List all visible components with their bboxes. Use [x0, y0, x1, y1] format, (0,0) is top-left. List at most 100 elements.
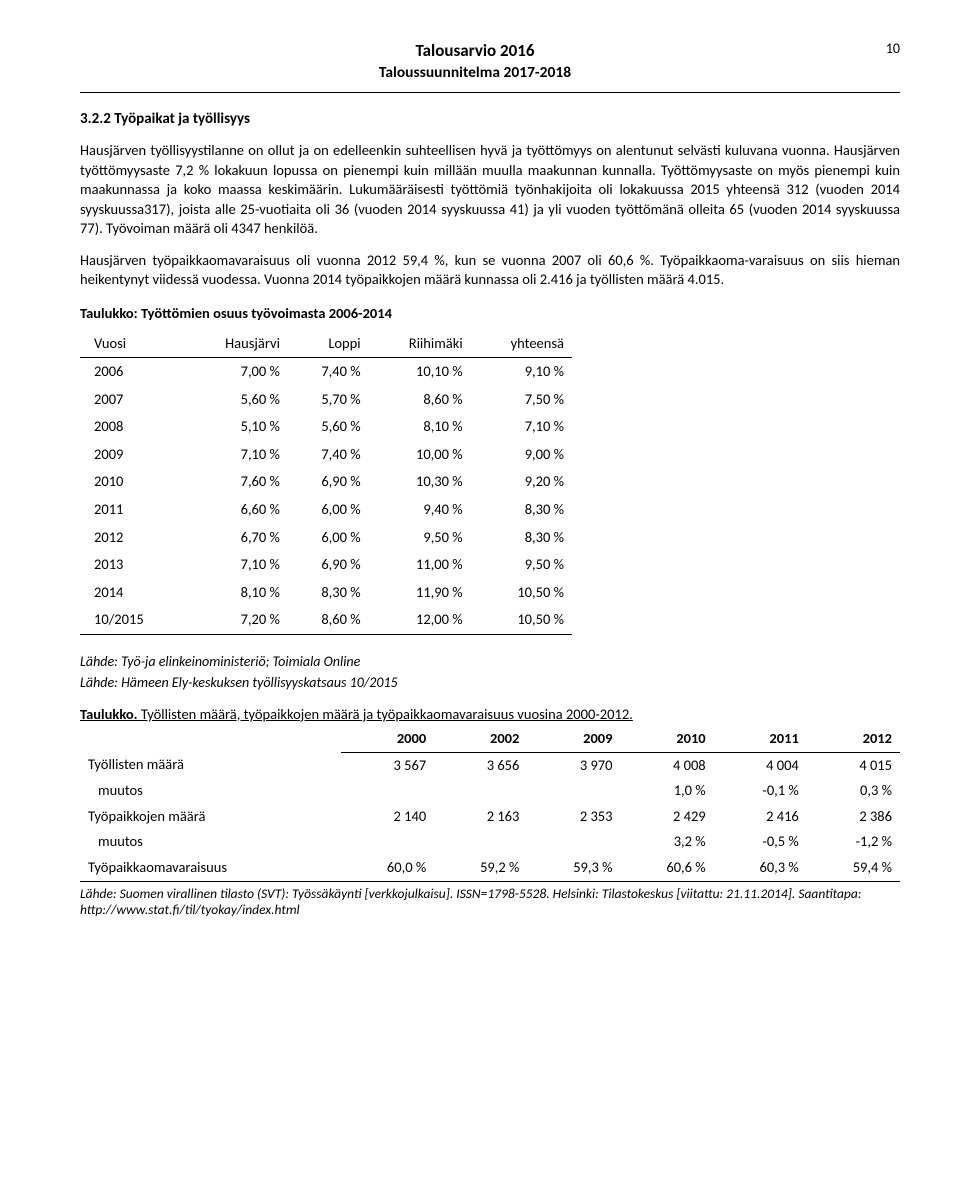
table-cell: 2014 [80, 579, 185, 607]
table-cell: 3 567 [341, 752, 434, 778]
table-cell: 9,10 % [471, 358, 572, 386]
table-cell: 9,00 % [471, 441, 572, 469]
col-2011: 2011 [714, 726, 807, 752]
col-2002: 2002 [434, 726, 527, 752]
table-cell: 5,10 % [185, 413, 288, 441]
table-cell [527, 778, 620, 804]
table-cell: 6,70 % [185, 524, 288, 552]
table-row: Työpaikkaomavaraisuus60,0 %59,2 %59,3 %6… [80, 855, 900, 881]
table-row: 20116,60 %6,00 %9,40 %8,30 % [80, 496, 572, 524]
table-row: 20075,60 %5,70 %8,60 %7,50 % [80, 386, 572, 414]
table-header-row: Vuosi Hausjärvi Loppi Riihimäki yhteensä [80, 330, 572, 358]
table-cell: 10,30 % [369, 468, 471, 496]
table-row: Työpaikkojen määrä2 1402 1632 3532 4292 … [80, 804, 900, 830]
paragraph-2: Hausjärven työpaikkaomavaraisuus oli vuo… [80, 251, 900, 290]
table-cell: 6,90 % [288, 551, 369, 579]
paragraph-1: Hausjärven työllisyystilanne on ollut ja… [80, 141, 900, 239]
table-cell: 2 140 [341, 804, 434, 830]
table-cell: 60,3 % [714, 855, 807, 881]
table-cell: 7,00 % [185, 358, 288, 386]
table-cell: 10,10 % [369, 358, 471, 386]
table1-source-1: Lähde: Työ-ja elinkeinoministeriö; Toimi… [80, 653, 900, 672]
table-cell: 2012 [80, 524, 185, 552]
table-cell: 6,00 % [288, 524, 369, 552]
table-cell [434, 829, 527, 855]
table-cell: 2 429 [621, 804, 714, 830]
table-cell: 59,2 % [434, 855, 527, 881]
header-subtitle: Taloussuunnitelma 2017-2018 [80, 63, 870, 84]
table-cell: 2 416 [714, 804, 807, 830]
table-cell: 60,0 % [341, 855, 434, 881]
table-cell: 11,00 % [369, 551, 471, 579]
col-2012: 2012 [807, 726, 900, 752]
table1-source-2: Lähde: Hämeen Ely-keskuksen työllisyyska… [80, 674, 900, 693]
table-cell: 11,90 % [369, 579, 471, 607]
table-cell: 5,60 % [288, 413, 369, 441]
table-row: 20085,10 %5,60 %8,10 %7,10 % [80, 413, 572, 441]
table-cell: 2013 [80, 551, 185, 579]
table-cell: 2010 [80, 468, 185, 496]
table-cell: 2006 [80, 358, 185, 386]
table2-footnote: Lähde: Suomen virallinen tilasto (SVT): … [80, 886, 900, 920]
table-cell: 8,30 % [471, 496, 572, 524]
col-2010: 2010 [621, 726, 714, 752]
table-row: 20137,10 %6,90 %11,00 %9,50 % [80, 551, 572, 579]
table-cell: 10,50 % [471, 606, 572, 634]
table2-caption-bold: Taulukko. [80, 705, 138, 723]
table-cell: 9,50 % [369, 524, 471, 552]
table-cell: 60,6 % [621, 855, 714, 881]
table-cell: 2 163 [434, 804, 527, 830]
table-cell: 8,30 % [471, 524, 572, 552]
table-cell: 7,20 % [185, 606, 288, 634]
header-title: Talousarvio 2016 [80, 40, 870, 63]
table-cell: 3,2 % [621, 829, 714, 855]
table-cell: 10,50 % [471, 579, 572, 607]
table-cell: 6,90 % [288, 468, 369, 496]
table-row: 20107,60 %6,90 %10,30 %9,20 % [80, 468, 572, 496]
col-2000: 2000 [341, 726, 434, 752]
row-label: muutos [80, 829, 341, 855]
col-vuosi: Vuosi [80, 330, 185, 358]
table-cell: 2007 [80, 386, 185, 414]
col-riihimaki: Riihimäki [369, 330, 471, 358]
table-cell: 7,10 % [185, 441, 288, 469]
table-cell [341, 778, 434, 804]
row-label: Työpaikkaomavaraisuus [80, 855, 341, 881]
table-cell: 3 656 [434, 752, 527, 778]
table-cell: -1,2 % [807, 829, 900, 855]
table-cell: 6,60 % [185, 496, 288, 524]
table-cell: 7,10 % [471, 413, 572, 441]
table-cell: 5,70 % [288, 386, 369, 414]
table2-caption: Taulukko. Työllisten määrä, työpaikkojen… [80, 705, 900, 725]
table-cell: 10,00 % [369, 441, 471, 469]
employment-table: 2000 2002 2009 2010 2011 2012 Työllisten… [80, 726, 900, 881]
table-cell: 1,0 % [621, 778, 714, 804]
table-cell: 2008 [80, 413, 185, 441]
row-label: Työllisten määrä [80, 752, 341, 778]
table-cell: 2009 [80, 441, 185, 469]
page-number: 10 [870, 40, 900, 59]
table-cell: 2011 [80, 496, 185, 524]
section-heading: 3.2.2 Työpaikat ja työllisyys [80, 109, 900, 129]
table-cell: 9,20 % [471, 468, 572, 496]
col-2009: 2009 [527, 726, 620, 752]
table-row: muutos1,0 %-0,1 %0,3 % [80, 778, 900, 804]
table-cell: 2 386 [807, 804, 900, 830]
table-cell: 9,40 % [369, 496, 471, 524]
table-cell: -0,1 % [714, 778, 807, 804]
table-row: Työllisten määrä3 5673 6563 9704 0084 00… [80, 752, 900, 778]
table-cell [341, 829, 434, 855]
table-cell: 12,00 % [369, 606, 471, 634]
table-cell: 59,4 % [807, 855, 900, 881]
table-cell: 7,40 % [288, 441, 369, 469]
table-row: 20097,10 %7,40 %10,00 %9,00 % [80, 441, 572, 469]
table-cell: 4 015 [807, 752, 900, 778]
header-titles: Talousarvio 2016 Taloussuunnitelma 2017-… [80, 40, 870, 84]
table-row: 20067,00 %7,40 %10,10 %9,10 % [80, 358, 572, 386]
unemployment-table: Vuosi Hausjärvi Loppi Riihimäki yhteensä… [80, 330, 572, 635]
table2-caption-rest: Työllisten määrä, työpaikkojen määrä ja … [138, 705, 633, 723]
table-cell: 7,50 % [471, 386, 572, 414]
col-yhteensa: yhteensä [471, 330, 572, 358]
table1-caption: Taulukko: Työttömien osuus työvoimasta 2… [80, 304, 900, 324]
table-cell: 2 353 [527, 804, 620, 830]
